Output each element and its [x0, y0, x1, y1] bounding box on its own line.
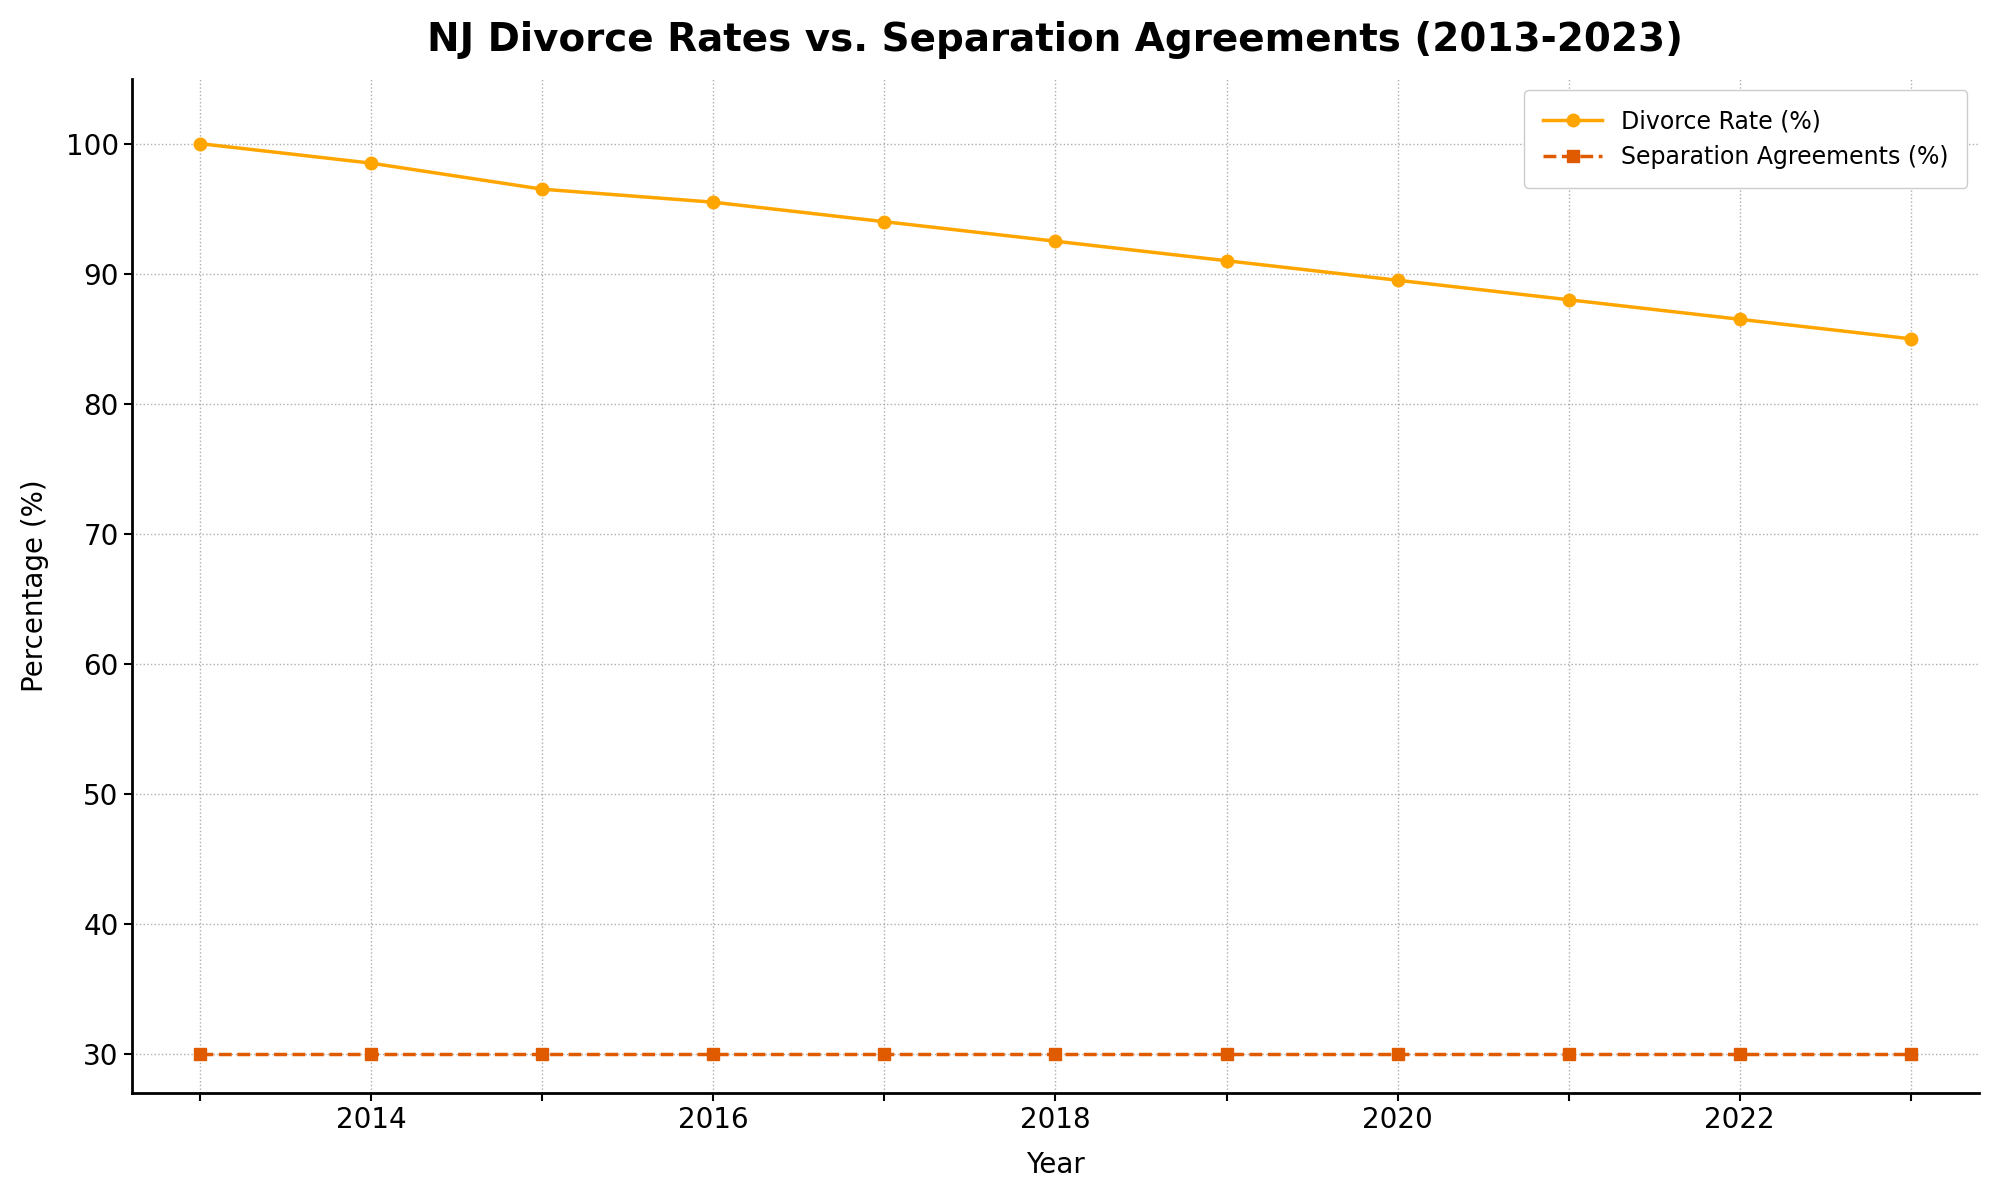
Line: Separation Agreements (%): Separation Agreements (%): [194, 1048, 1916, 1061]
Separation Agreements (%): [702, 1048, 726, 1062]
Line: Divorce Rate (%): Divorce Rate (%): [194, 138, 1916, 346]
Divorce Rate (%): [872, 215, 896, 229]
Separation Agreements (%): [872, 1048, 896, 1062]
Separation Agreements (%): [1898, 1048, 1922, 1062]
Separation Agreements (%): [1214, 1048, 1238, 1062]
Divorce Rate (%): [1214, 253, 1238, 268]
Separation Agreements (%): [1728, 1048, 1752, 1062]
Separation Agreements (%): [1556, 1048, 1580, 1062]
Legend: Divorce Rate (%), Separation Agreements (%): Divorce Rate (%), Separation Agreements …: [1524, 90, 1968, 188]
Separation Agreements (%): [188, 1048, 212, 1062]
Separation Agreements (%): [530, 1048, 554, 1062]
Divorce Rate (%): [1556, 293, 1580, 307]
Divorce Rate (%): [1044, 234, 1068, 248]
Divorce Rate (%): [702, 194, 726, 209]
Y-axis label: Percentage (%): Percentage (%): [20, 480, 48, 692]
Separation Agreements (%): [1386, 1048, 1410, 1062]
Separation Agreements (%): [1044, 1048, 1068, 1062]
X-axis label: Year: Year: [1026, 1151, 1084, 1180]
Divorce Rate (%): [360, 156, 384, 170]
Divorce Rate (%): [1898, 331, 1922, 346]
Divorce Rate (%): [1386, 274, 1410, 288]
Divorce Rate (%): [1728, 312, 1752, 326]
Title: NJ Divorce Rates vs. Separation Agreements (2013-2023): NJ Divorce Rates vs. Separation Agreemen…: [428, 20, 1684, 59]
Divorce Rate (%): [530, 182, 554, 197]
Divorce Rate (%): [188, 137, 212, 151]
Separation Agreements (%): [360, 1048, 384, 1062]
